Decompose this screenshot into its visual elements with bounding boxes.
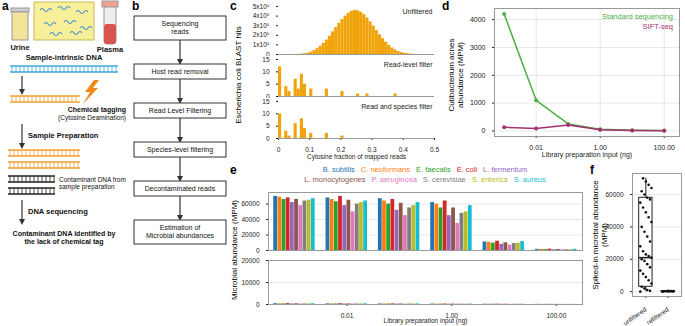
svg-text:Decontaminated reads: Decontaminated reads (145, 185, 216, 192)
svg-text:0.5: 0.5 (430, 146, 439, 153)
svg-text:4000: 4000 (470, 16, 486, 23)
svg-text:0: 0 (256, 301, 260, 308)
svg-text:100.00: 100.00 (546, 312, 566, 319)
html-text:e: e (230, 163, 237, 177)
svg-text:10000: 10000 (241, 279, 259, 286)
html-text:a: a (2, 0, 9, 13)
svg-text:0.01: 0.01 (341, 312, 354, 319)
svg-text:5x10⁵: 5x10⁵ (253, 3, 270, 10)
svg-text:unfiltered: unfiltered (622, 305, 648, 326)
svg-text:10: 10 (262, 110, 270, 117)
html-text:S. cerevisiae: S. cerevisiae (422, 175, 466, 184)
svg-text:0.2: 0.2 (336, 146, 346, 154)
svg-text:3x10⁵: 3x10⁵ (253, 22, 270, 29)
svg-text:Sample-intrinsic DNA: Sample-intrinsic DNA (26, 53, 103, 62)
svg-text:20000: 20000 (241, 257, 259, 264)
svg-text:Host read removal: Host read removal (151, 68, 209, 75)
svg-text:refiltered: refiltered (645, 305, 670, 325)
svg-text:0: 0 (265, 92, 270, 100)
svg-text:Plasma: Plasma (96, 45, 124, 54)
svg-text:Unfiltered: Unfiltered (403, 8, 433, 15)
html-text:L. fermentum: L. fermentum (483, 165, 528, 174)
html-text:b: b (132, 0, 140, 13)
svg-text:Contaminant DNA fromsample pre: Contaminant DNA fromsample preparation (59, 176, 126, 191)
html-text:SIFT-seq: SIFT-seq (642, 22, 673, 31)
svg-text:Cytosine fraction of mapped re: Cytosine fraction of mapped reads (307, 153, 407, 161)
svg-text:Estimation ofMicrobial abundan: Estimation ofMicrobial abundances (146, 224, 215, 239)
html-text:E. coli: E. coli (456, 165, 478, 174)
svg-text:(Cytosine Deamination): (Cytosine Deamination) (58, 114, 126, 122)
svg-text:0: 0 (482, 127, 486, 134)
svg-text:4x10⁵: 4x10⁵ (253, 12, 270, 19)
svg-text:1000: 1000 (470, 99, 486, 106)
svg-text:Read-level filter: Read-level filter (384, 61, 433, 68)
svg-text:40000: 40000 (605, 223, 624, 230)
svg-text:DNA sequencing: DNA sequencing (28, 207, 88, 216)
svg-text:15: 15 (262, 56, 270, 63)
svg-text:Library preparation input (ng): Library preparation input (ng) (542, 151, 632, 159)
svg-text:Read and species filter: Read and species filter (361, 103, 433, 111)
svg-text:Contaminant DNA identified byt: Contaminant DNA identified bythe lack of… (13, 230, 116, 246)
html-text:Microbial abundance (MPM): Microbial abundance (MPM) (229, 200, 239, 300)
html-text:c: c (230, 0, 237, 13)
svg-text:100.00: 100.00 (654, 144, 676, 151)
svg-text:0: 0 (266, 135, 270, 142)
html-text:C. neoformans: C. neoformans (360, 165, 410, 174)
svg-text:0: 0 (256, 247, 260, 254)
svg-text:0.1: 0.1 (305, 146, 315, 154)
svg-text:0.4: 0.4 (398, 146, 408, 154)
svg-text:20000: 20000 (605, 255, 623, 262)
svg-text:2000: 2000 (470, 72, 486, 79)
html-text:B. subtilis: B. subtilis (322, 165, 355, 174)
svg-text:0.3: 0.3 (367, 146, 377, 154)
svg-text:Species-level filtering: Species-level filtering (147, 146, 213, 154)
html-text:d: d (442, 0, 450, 13)
html-text:S. aureus: S. aureus (513, 175, 546, 184)
svg-text:1.00: 1.00 (593, 144, 607, 152)
svg-text:Library preparation input (ng): Library preparation input (ng) (384, 317, 468, 325)
html-text:S. enterica: S. enterica (471, 175, 508, 184)
svg-text:Sequencingreads: Sequencingreads (162, 20, 199, 35)
svg-text:2x10⁵: 2x10⁵ (253, 31, 270, 38)
svg-text:Sample Preparation: Sample Preparation (28, 131, 99, 140)
svg-text:1x10⁵: 1x10⁵ (253, 41, 270, 48)
html-text:Escherichia coli BLAST hits: Escherichia coli BLAST hits (233, 26, 243, 124)
svg-text:5: 5 (266, 122, 270, 129)
svg-text:40000: 40000 (241, 216, 259, 223)
svg-text:3000: 3000 (470, 44, 486, 51)
svg-text:0: 0 (265, 50, 270, 58)
svg-text:15: 15 (262, 98, 270, 105)
svg-text:0: 0 (277, 146, 281, 153)
html-text:E. faecalis: E. faecalis (416, 165, 451, 174)
svg-text:60000: 60000 (241, 200, 259, 207)
html-text:P. aeruginosa: P. aeruginosa (371, 175, 417, 184)
svg-text:Read Level Filtering: Read Level Filtering (149, 107, 211, 115)
html-text:L. monocytogenes: L. monocytogenes (304, 175, 366, 184)
html-text:f: f (590, 163, 594, 177)
svg-text:20000: 20000 (241, 231, 259, 238)
svg-text:10: 10 (262, 68, 270, 75)
html-text:Spiked-in microbial abundance: Spiked-in microbial abundance (MPM) (591, 180, 609, 290)
svg-text:5: 5 (266, 80, 270, 87)
svg-text:60000: 60000 (605, 191, 623, 198)
svg-text:Chemical tagging: Chemical tagging (68, 106, 126, 114)
html-text:Cutibacterium acnes abundance: Cutibacterium acnes abundance (MPM) (447, 38, 465, 112)
html-text:Standard sequencing: Standard sequencing (602, 12, 673, 21)
svg-text:Urine: Urine (10, 43, 29, 52)
svg-text:0.01: 0.01 (529, 144, 543, 152)
svg-text:0: 0 (620, 288, 624, 295)
